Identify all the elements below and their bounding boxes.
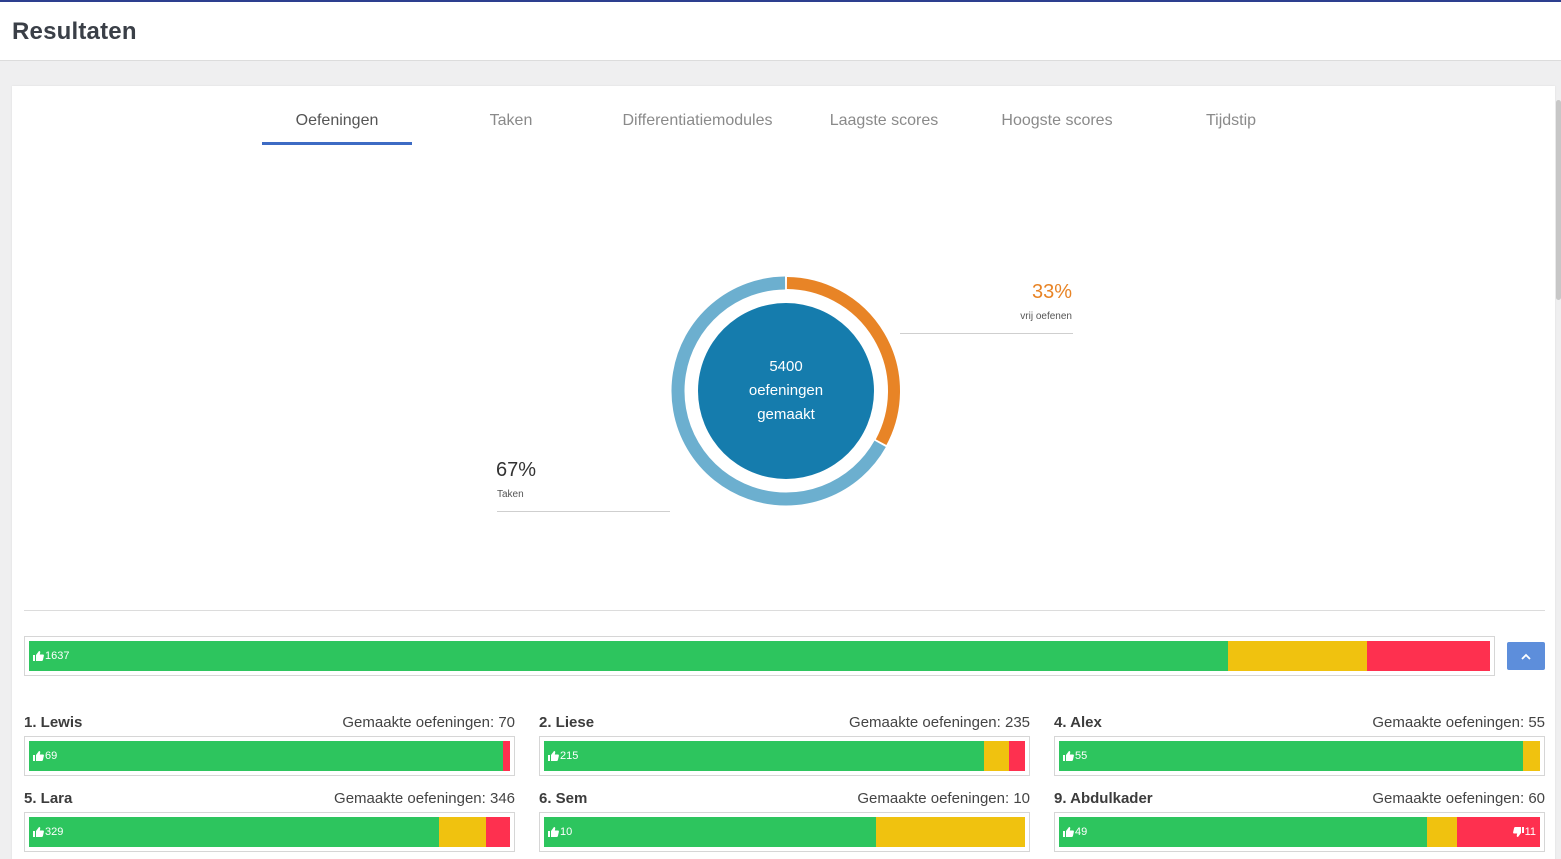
tab-tijdstip[interactable]: Tijdstip (1205, 112, 1257, 129)
student-bar-track: 10 (544, 817, 1025, 847)
student-name-lara[interactable]: 5. Lara (24, 790, 73, 807)
donut-center-disc (698, 303, 874, 479)
overall-correct-value: 1637 (45, 650, 70, 662)
donut-segment-vrij-oefenen[interactable] (786, 277, 900, 446)
student-exercise-count-lewis: Gemaakte oefeningen: 70 (342, 714, 515, 731)
student-bar-track: 55 (1059, 741, 1540, 771)
overall-score-bar[interactable]: 1637 (24, 636, 1495, 676)
red-segment (486, 817, 510, 847)
thumbs-up-icon (33, 827, 44, 837)
tab-hoogste-scores[interactable]: Hoogste scores (1001, 112, 1113, 129)
student-name-alex[interactable]: 4. Alex (1054, 714, 1102, 731)
tab-oefeningen[interactable]: Oefeningen (295, 112, 379, 129)
yellow-segment (984, 741, 1009, 771)
student-correct-value: 55 (1075, 750, 1088, 762)
page-title: Resultaten (12, 18, 137, 45)
student-correct-count: 10 (548, 817, 572, 847)
student-correct-count: 215 (548, 741, 578, 771)
student-score-bar-alex[interactable]: 55 (1054, 736, 1545, 776)
green-segment (29, 741, 504, 771)
top-accent-line (0, 0, 1561, 2)
student-correct-value: 215 (560, 750, 579, 762)
page-header: Resultaten (0, 2, 1561, 61)
tab-taken[interactable]: Taken (489, 112, 533, 129)
student-exercise-count-liese: Gemaakte oefeningen: 235 (849, 714, 1030, 731)
vrij-oefenen-caption: vrij oefenen (1020, 311, 1072, 322)
section-divider (24, 610, 1545, 611)
overall-bar-track: 1637 (29, 641, 1490, 671)
student-wrong-value: 11 (1524, 826, 1536, 838)
exercise-donut-chart: 5400 oefeningen gemaakt (670, 275, 902, 507)
student-correct-count: 69 (33, 741, 57, 771)
thumbs-up-icon (548, 827, 559, 837)
vrij-oefenen-percent: 33% (1031, 281, 1072, 303)
scrollbar[interactable] (1556, 100, 1561, 300)
green-segment (1059, 741, 1524, 771)
student-exercise-count-alex: Gemaakte oefeningen: 55 (1372, 714, 1545, 731)
thumbs-up-icon (548, 751, 559, 761)
results-card: Oefeningen Taken Differentiatiemodules L… (12, 86, 1555, 859)
red-segment (1367, 641, 1490, 671)
red-segment (1008, 741, 1025, 771)
student-correct-count: 49 (1063, 817, 1087, 847)
thumbs-up-icon (1063, 751, 1074, 761)
green-segment (29, 641, 1229, 671)
donut-svg (671, 276, 900, 506)
student-bar-track: 215 (544, 741, 1025, 771)
student-correct-count: 329 (33, 817, 63, 847)
student-correct-value: 69 (45, 750, 58, 762)
student-score-bar-lara[interactable]: 329 (24, 812, 515, 852)
student-wrong-count: 11 (1512, 817, 1536, 847)
student-score-bar-abdulkader[interactable]: 49 11 (1054, 812, 1545, 852)
student-correct-count: 55 (1063, 741, 1087, 771)
collapse-button[interactable] (1507, 642, 1545, 670)
yellow-segment (438, 817, 487, 847)
student-bar-track: 329 (29, 817, 510, 847)
tab-differentiatiemodules[interactable]: Differentiatiemodules (622, 112, 773, 129)
student-score-bar-sem[interactable]: 10 (539, 812, 1030, 852)
yellow-segment (875, 817, 1025, 847)
vrij-oefenen-leader-line (900, 333, 1073, 334)
student-bar-track: 49 11 (1059, 817, 1540, 847)
taken-percent: 67% (496, 459, 537, 481)
green-segment (544, 817, 876, 847)
student-name-liese[interactable]: 2. Liese (539, 714, 595, 731)
thumbs-up-icon (1063, 827, 1074, 837)
student-name-sem[interactable]: 6. Sem (539, 790, 588, 807)
student-name-abdulkader[interactable]: 9. Abdulkader (1054, 790, 1153, 807)
donut-segment-taken[interactable] (671, 276, 886, 506)
taken-leader-line (497, 511, 670, 512)
student-correct-value: 329 (45, 826, 64, 838)
chevron-up-icon (1521, 653, 1531, 660)
thumbs-up-icon (33, 751, 44, 761)
student-score-bar-lewis[interactable]: 69 (24, 736, 515, 776)
yellow-segment (1228, 641, 1368, 671)
student-correct-value: 49 (1075, 826, 1088, 838)
green-segment (544, 741, 985, 771)
yellow-segment (1427, 817, 1458, 847)
green-segment (29, 817, 439, 847)
student-bar-track: 69 (29, 741, 510, 771)
red-segment (503, 741, 510, 771)
yellow-segment (1523, 741, 1540, 771)
overall-correct-count: 1637 (33, 641, 69, 671)
active-tab-indicator (262, 142, 412, 145)
thumbs-up-icon (33, 651, 44, 661)
student-exercise-count-abdulkader: Gemaakte oefeningen: 60 (1372, 790, 1545, 807)
student-correct-value: 10 (560, 826, 573, 838)
thumbs-down-icon (1512, 827, 1524, 837)
student-exercise-count-lara: Gemaakte oefeningen: 346 (334, 790, 515, 807)
red-segment (1457, 817, 1540, 847)
green-segment (1059, 817, 1428, 847)
taken-caption: Taken (497, 489, 524, 500)
tab-laagste-scores[interactable]: Laagste scores (829, 112, 939, 129)
student-score-bar-liese[interactable]: 215 (539, 736, 1030, 776)
student-name-lewis[interactable]: 1. Lewis (24, 714, 83, 731)
tab-bar: Oefeningen Taken Differentiatiemodules L… (12, 86, 1555, 146)
student-exercise-count-sem: Gemaakte oefeningen: 10 (857, 790, 1030, 807)
